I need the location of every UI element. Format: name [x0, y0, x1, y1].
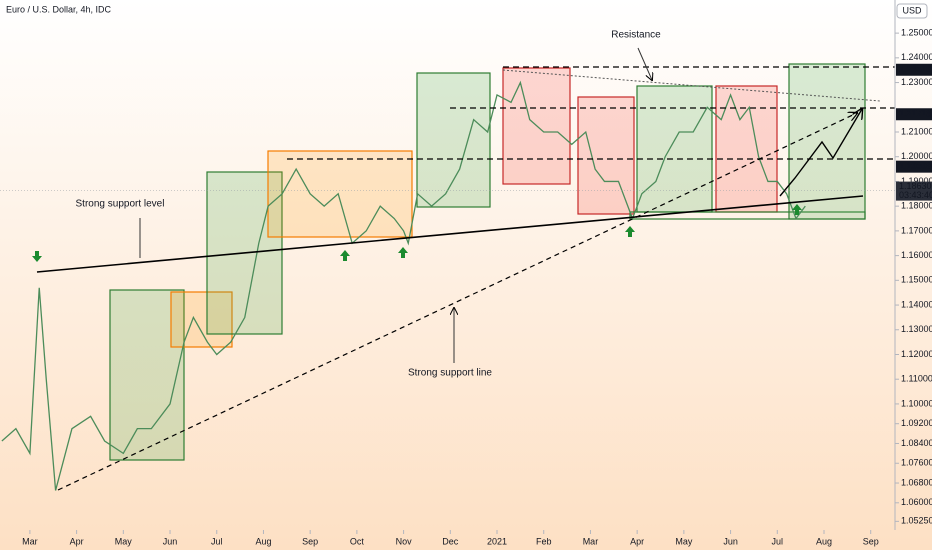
y-tick-label: 1.06000 [901, 497, 932, 507]
y-tick-label: 1.08400 [901, 438, 932, 448]
y-tick-label: 1.20000 [901, 151, 932, 161]
x-tick-label: May [675, 536, 693, 546]
y-tick-label: 1.06800 [901, 477, 932, 487]
price-tag-label: 1.21718 [899, 109, 932, 119]
x-tick-label: Aug [816, 536, 832, 546]
x-tick-label: Sep [863, 536, 879, 546]
countdown: 03:43:40 [899, 190, 932, 200]
y-tick-label: 1.24000 [901, 52, 932, 62]
x-tick-label: 2021 [487, 536, 507, 546]
y-tick-label: 1.13000 [901, 324, 932, 334]
x-tick-label: Jun [723, 536, 738, 546]
y-tick-label: 1.25000 [901, 28, 932, 38]
y-tick-label: 1.14000 [901, 299, 932, 309]
y-tick-label: 1.18000 [901, 201, 932, 211]
y-tick-label: 1.23000 [901, 77, 932, 87]
y-tick-label: 1.05250 [901, 516, 932, 526]
x-tick-label: Jun [163, 536, 178, 546]
y-tick-label: 1.10000 [901, 398, 932, 408]
x-tick-label: Jul [211, 536, 223, 546]
y-tick-label: 1.11000 [901, 374, 932, 384]
x-tick-label: May [115, 536, 133, 546]
y-tick-label: 1.16000 [901, 250, 932, 260]
y-tick-label: 1.12000 [901, 349, 932, 359]
price-tag [896, 63, 932, 76]
x-tick-label: Mar [22, 536, 38, 546]
signal-arrows [32, 204, 802, 262]
price-tag-label: 1.23518 [899, 64, 932, 74]
y-tick-label: 1.19000 [901, 176, 932, 186]
annotation: Strong support line [408, 368, 492, 379]
y-tick-label: 1.07600 [901, 458, 932, 468]
currency-badge [896, 3, 928, 19]
x-tick-label: Apr [70, 536, 84, 546]
y-tick-label: 1.21000 [901, 126, 932, 136]
x-tick-label: Jul [772, 536, 784, 546]
price-tag [896, 160, 932, 173]
x-tick-label: Mar [583, 536, 599, 546]
x-tick-label: Feb [536, 536, 552, 546]
drawings [36, 47, 895, 491]
x-tick-label: Sep [302, 536, 318, 546]
price-line [1, 80, 806, 491]
annotation: Strong support level [76, 199, 165, 210]
x-tick-label: Oct [350, 536, 365, 546]
y-tick-label: 1.09200 [901, 418, 932, 428]
currency: USD [902, 5, 922, 15]
annotation: Resistance [611, 30, 661, 41]
last-price-label: 1.18630 [899, 181, 932, 191]
price-tag [896, 108, 932, 121]
y-tick-label: 1.17000 [901, 225, 932, 235]
price-tag-label: 1.19598 [899, 161, 932, 171]
x-tick-label: Nov [396, 536, 413, 546]
chart-title: Euro / U.S. Dollar, 4h, IDC [6, 4, 112, 14]
x-tick-label: Dec [442, 536, 459, 546]
y-tick-label: 1.15000 [901, 275, 932, 285]
x-tick-label: Aug [255, 536, 271, 546]
x-tick-label: Apr [630, 536, 644, 546]
last-price-tag [896, 181, 932, 201]
